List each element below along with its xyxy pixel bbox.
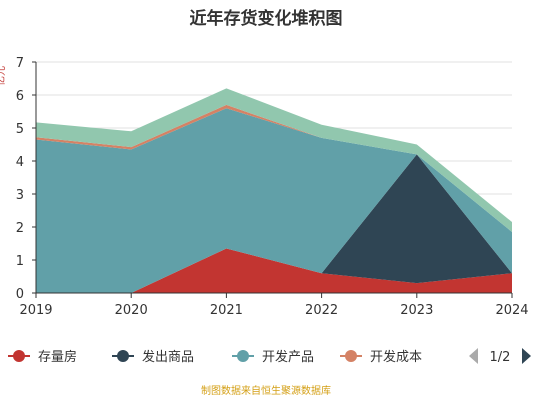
legend-item-开发产品[interactable]: 开发产品 bbox=[232, 349, 314, 365]
area-series-other bbox=[36, 88, 512, 232]
y-tick-label: 4 bbox=[16, 155, 24, 170]
y-axis-unit-label: 亿元 bbox=[0, 66, 7, 86]
legend-label: 存量房 bbox=[38, 349, 77, 365]
y-tick-label: 2 bbox=[16, 221, 24, 236]
legend-marker bbox=[345, 350, 357, 362]
area-series-开发产品 bbox=[36, 108, 512, 293]
x-tick-label: 2022 bbox=[305, 303, 338, 318]
legend-label: 开发产品 bbox=[262, 349, 314, 365]
y-tick-label: 0 bbox=[16, 287, 24, 302]
legend-marker bbox=[13, 350, 25, 362]
footer-source-note: 制图数据来自恒生聚源数据库 bbox=[201, 384, 331, 397]
legend-item-发出商品[interactable]: 发出商品 bbox=[112, 349, 194, 365]
legend-marker bbox=[117, 350, 129, 362]
legend: 存量房 发出商品 开发产品 开发成本 1/2 bbox=[8, 348, 531, 365]
legend-next-page-icon[interactable] bbox=[522, 348, 531, 364]
x-tick-label: 2019 bbox=[19, 303, 52, 318]
area-series-发出商品 bbox=[36, 154, 512, 293]
x-tick-label: 2023 bbox=[400, 303, 433, 318]
y-tick-label: 3 bbox=[16, 188, 24, 203]
legend-prev-page-icon[interactable] bbox=[469, 348, 478, 364]
area-series-存量房 bbox=[36, 248, 512, 293]
stacked-areas bbox=[36, 88, 512, 293]
x-tick-label: 2024 bbox=[495, 303, 528, 318]
legend-label: 发出商品 bbox=[142, 349, 194, 365]
y-tick-label: 5 bbox=[16, 122, 24, 137]
legend-label: 开发成本 bbox=[370, 349, 422, 365]
legend-marker bbox=[237, 350, 249, 362]
legend-page-indicator: 1/2 bbox=[490, 350, 511, 365]
legend-item-开发成本[interactable]: 开发成本 bbox=[340, 349, 422, 365]
chart-title: 近年存货变化堆积图 bbox=[190, 8, 343, 29]
y-tick-label: 1 bbox=[16, 254, 24, 269]
legend-item-存量房[interactable]: 存量房 bbox=[8, 349, 77, 365]
area-series-开发成本 bbox=[36, 104, 512, 232]
axes: 0 1 2 3 4 5 6 7 2019 2020 2021 2022 2023 2024 bbox=[16, 56, 529, 318]
y-tick-label: 6 bbox=[16, 89, 24, 104]
x-tick-label: 2020 bbox=[115, 303, 148, 318]
y-tick-label: 7 bbox=[16, 56, 24, 71]
x-tick-label: 2021 bbox=[210, 303, 243, 318]
